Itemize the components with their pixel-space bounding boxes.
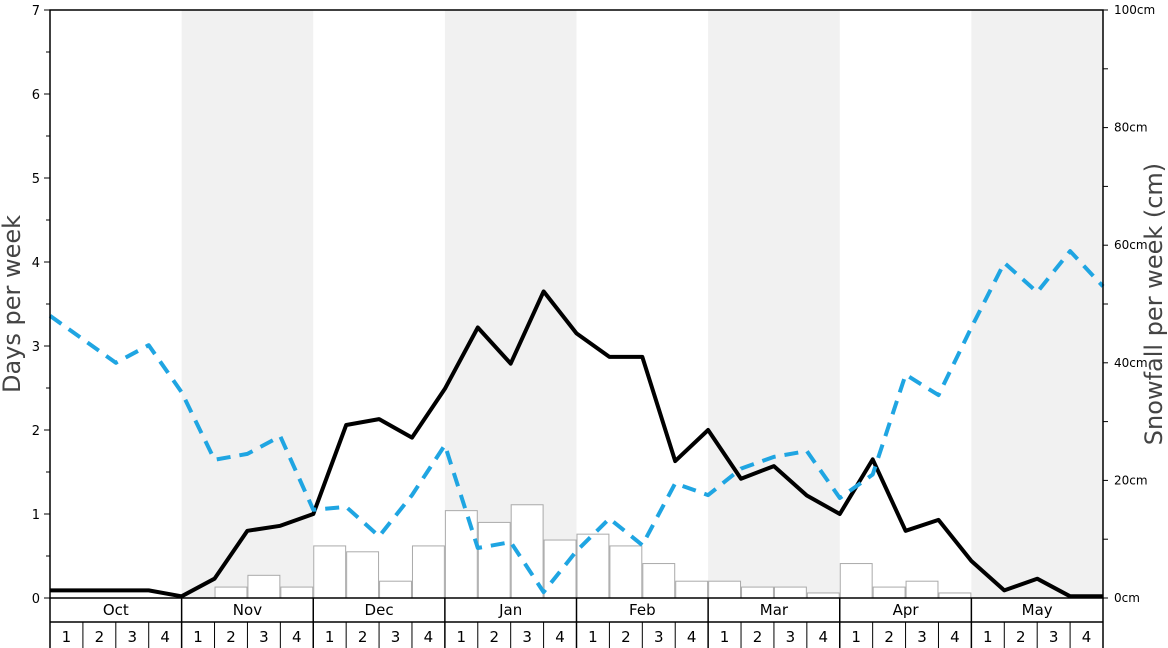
month-label-may: May [1022,601,1053,619]
week-label: 2 [226,628,236,646]
week-label: 4 [555,628,565,646]
snowfall-bar [576,533,610,599]
month-label-nov: Nov [233,601,262,619]
snowfall-bar [938,592,972,599]
snowfall-bar [346,551,380,599]
snowfall-bar [247,574,281,599]
x-axis: Oct 1 2 3 4 Nov 1 2 3 4 Dec 1 2 3 4 Jan 1 2 3 4 Feb 1 2 3 4 Mar 1 2… [49,598,1104,648]
solid-black-line [50,289,1103,599]
month-band-may [971,10,1103,598]
snowfall-bar [313,545,347,599]
week-label: 3 [127,628,137,646]
week-label: 4 [1082,628,1092,646]
left-tick-label: 5 [32,172,40,187]
week-label: 3 [1049,628,1059,646]
month-band-mar [708,10,840,598]
snowfall-bar [905,580,939,599]
right-axis: 0cm 20cm 40cm 60cm 80cm 100cm [1103,3,1155,605]
week-label: 3 [654,628,664,646]
snowfall-bar [675,580,709,599]
week-label: 1 [325,628,335,646]
snowfall-bar [806,592,840,599]
snowfall-bar [708,580,742,599]
week-label: 1 [62,628,72,646]
month-label-mar: Mar [760,601,789,619]
week-label: 3 [786,628,796,646]
week-label: 4 [160,628,170,646]
dashed-blue-line [48,249,1105,595]
week-label: 2 [358,628,368,646]
series-lines [48,249,1105,599]
left-tick-label: 1 [32,508,40,523]
right-tick-label: 100cm [1114,3,1155,17]
snowfall-bar [773,586,807,599]
week-label: 3 [917,628,927,646]
month-label-oct: Oct [103,601,129,619]
left-axis-title: Days per week [0,215,26,393]
week-label: 4 [292,628,302,646]
snowfall-bar [411,545,445,599]
left-axis: 0 1 2 3 4 5 6 7 [32,4,50,607]
snowfall-bar [543,539,577,599]
snowfall-bar [872,586,906,599]
left-tick-label: 3 [32,340,40,355]
snowfall-bar [444,510,478,599]
left-tick-label: 2 [32,424,40,439]
snowfall-bar [280,586,314,599]
week-label: 3 [259,628,269,646]
week-label: 2 [95,628,105,646]
week-label: 2 [489,628,499,646]
month-label-apr: Apr [893,601,920,619]
month-shading-bands [181,10,1103,598]
week-label: 2 [884,628,894,646]
week-label: 1 [457,628,467,646]
snowfall-bar [379,580,412,599]
left-tick-label: 7 [32,4,40,19]
right-axis-title: Snowfall per week (cm) [1140,163,1168,445]
right-tick-label: 60cm [1114,238,1148,252]
week-label: 1 [720,628,730,646]
week-label: 1 [193,628,203,646]
week-label: 4 [424,628,434,646]
week-label: 4 [687,628,697,646]
month-label-jan: Jan [498,601,522,619]
week-label: 2 [621,628,631,646]
snowfall-bar [839,563,873,599]
right-tick-label: 20cm [1114,473,1148,487]
week-label: 3 [522,628,532,646]
week-label: 2 [753,628,763,646]
snowfall-bar [477,521,511,599]
week-label: 1 [983,628,993,646]
right-tick-label: 40cm [1114,356,1148,370]
week-label: 3 [391,628,401,646]
week-label: 1 [588,628,598,646]
month-label-dec: Dec [365,601,394,619]
snowfall-bar [741,586,774,599]
week-label: 1 [851,628,861,646]
month-band-nov [181,10,314,598]
snowfall-bars [214,504,972,599]
right-tick-label: 0cm [1114,591,1140,605]
snowfall-bar [642,563,676,599]
snowfall-bar [214,586,248,599]
left-tick-label: 6 [32,88,40,103]
right-tick-label: 80cm [1114,121,1148,135]
week-label: 4 [819,628,829,646]
month-label-feb: Feb [629,601,656,619]
week-label: 4 [950,628,960,646]
left-tick-label: 4 [32,256,40,271]
snowfall-bar [609,545,643,599]
week-label: 2 [1016,628,1026,646]
left-tick-label: 0 [32,592,40,607]
